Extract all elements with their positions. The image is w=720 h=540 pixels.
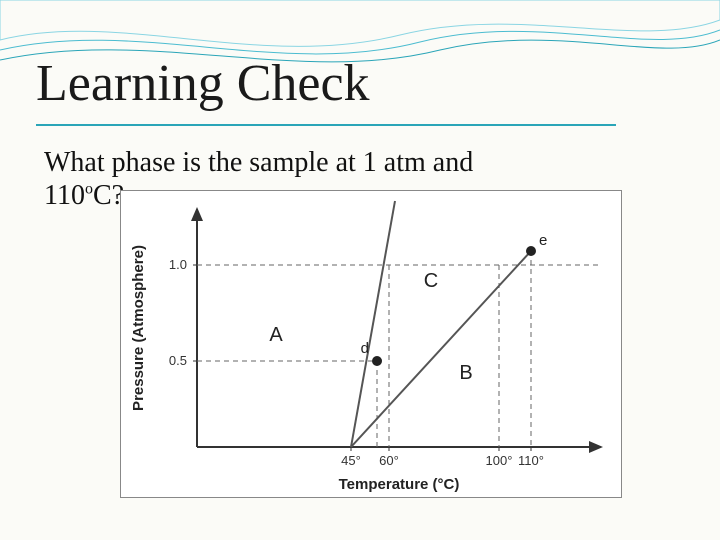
svg-text:A: A <box>269 324 283 346</box>
slide-title: Learning Check <box>36 54 370 113</box>
svg-text:Temperature (°C): Temperature (°C) <box>339 476 460 493</box>
svg-text:e: e <box>539 232 547 249</box>
chart-svg: 0.5 1.0 45° 60° 100° 110° A B Cd e Temperature (°C… <box>121 191 621 497</box>
question-line1: What phase is the sample at 1 atm and <box>44 147 473 178</box>
question-line2-pre: 110 <box>44 180 85 211</box>
slide: Learning Check What phase is the sample … <box>0 0 720 540</box>
svg-text:0.5: 0.5 <box>169 353 187 368</box>
svg-text:Pressure (Atmosphere): Pressure (Atmosphere) <box>130 245 147 411</box>
svg-text:110°: 110° <box>518 453 544 468</box>
svg-text:B: B <box>459 362 472 384</box>
svg-text:45°: 45° <box>341 453 361 468</box>
phase-diagram-chart: 0.5 1.0 45° 60° 100° 110° A B Cd e Temperature (°C… <box>120 190 622 498</box>
svg-text:100°: 100° <box>486 453 513 468</box>
svg-text:C: C <box>424 270 438 292</box>
svg-text:1.0: 1.0 <box>169 257 187 272</box>
question-degree-sup: o <box>85 181 93 198</box>
svg-text:60°: 60° <box>379 453 399 468</box>
svg-text:d: d <box>361 340 369 357</box>
title-underline <box>36 124 616 126</box>
